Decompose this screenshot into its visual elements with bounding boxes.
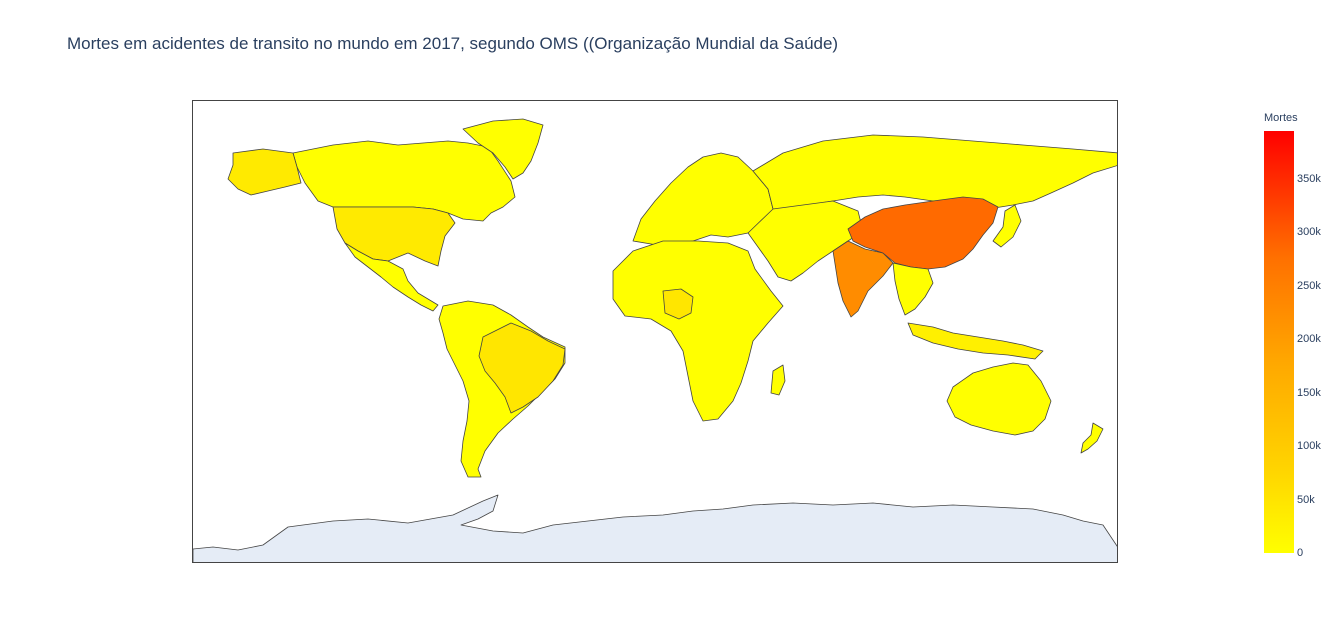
- region-southeast-asia[interactable]: [892, 262, 934, 316]
- region-indonesia[interactable]: [907, 322, 1044, 360]
- colorbar-tick-label: 300k: [1297, 226, 1321, 239]
- colorbar-title: Mortes: [1264, 112, 1298, 124]
- chart-title: Mortes em acidentes de transito no mundo…: [67, 34, 839, 53]
- colorbar-tick-label: 50k: [1297, 493, 1315, 506]
- colorbar-tick-label: 200k: [1297, 333, 1321, 346]
- colorbar-tick-label: 100k: [1297, 440, 1321, 453]
- region-antarctica[interactable]: [193, 494, 1118, 563]
- region-australia[interactable]: [946, 362, 1052, 436]
- region-japan[interactable]: [992, 204, 1022, 248]
- region-new-zealand[interactable]: [1080, 422, 1104, 454]
- region-india[interactable]: [832, 240, 894, 318]
- colorbar-tick-label: 250k: [1297, 279, 1321, 292]
- region-madagascar[interactable]: [770, 364, 786, 396]
- map-svg[interactable]: [193, 101, 1118, 563]
- region-greenland[interactable]: [462, 118, 544, 180]
- region-brazil[interactable]: [478, 322, 566, 414]
- region-africa[interactable]: [612, 240, 784, 422]
- colorbar-tick-label: 350k: [1297, 173, 1321, 186]
- region-mexico[interactable]: [344, 242, 439, 312]
- region-china[interactable]: [847, 196, 999, 270]
- colorbar-tick-label: 0: [1297, 547, 1304, 559]
- region-nigeria[interactable]: [662, 288, 694, 320]
- region-alaska[interactable]: [227, 148, 302, 196]
- colorbar: [1264, 131, 1294, 553]
- region-usa[interactable]: [332, 206, 456, 267]
- region-russia[interactable]: [752, 134, 1118, 210]
- colorbar-tick-label: 150k: [1297, 386, 1321, 399]
- region-canada[interactable]: [292, 140, 516, 222]
- world-map[interactable]: [192, 100, 1118, 563]
